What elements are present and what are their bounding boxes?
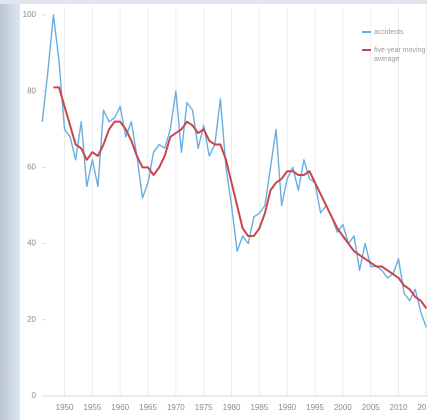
x-tick-label: 1965 (139, 403, 157, 412)
legend-line: average (374, 56, 399, 63)
x-tick-label: 1990 (278, 403, 296, 412)
series-line (53, 86, 427, 309)
x-tick-label: 2005 (362, 403, 380, 412)
series-line (41, 14, 427, 328)
legend-line: five-year moving (374, 47, 425, 54)
x-tick-label: 1950 (56, 403, 74, 412)
y-tick-label: 100 (23, 10, 37, 19)
legend-label: accidents (374, 29, 404, 36)
x-tick-label: 2000 (334, 403, 352, 412)
frame (0, 0, 20, 420)
y-tick-label: 40 (27, 239, 36, 248)
legend: accidents five-year moving average (362, 29, 425, 63)
y-tick-label: 20 (27, 315, 36, 324)
x-tick-label: 1995 (306, 403, 324, 412)
x-tick-label: 1955 (83, 403, 101, 412)
frame-top (0, 0, 427, 4)
x-tick-label: 1980 (223, 403, 241, 412)
x-tick-label: 1975 (195, 403, 213, 412)
x-tick-label: 1985 (250, 403, 268, 412)
y-tick-label: 60 (27, 163, 36, 172)
x-tick-label: 2010 (390, 403, 408, 412)
x-tick-label: 2015 (417, 403, 427, 412)
x-tick-label: 1960 (111, 403, 129, 412)
x-tick-label: 1970 (167, 403, 185, 412)
y-tick-label: 80 (27, 86, 36, 95)
legend-label: five-year moving average (374, 47, 425, 63)
y-tick-label: 0 (32, 391, 37, 400)
plot: 1950 1955 1960 1965 1970 1975 1980 1985 1990 1995… (23, 7, 427, 412)
